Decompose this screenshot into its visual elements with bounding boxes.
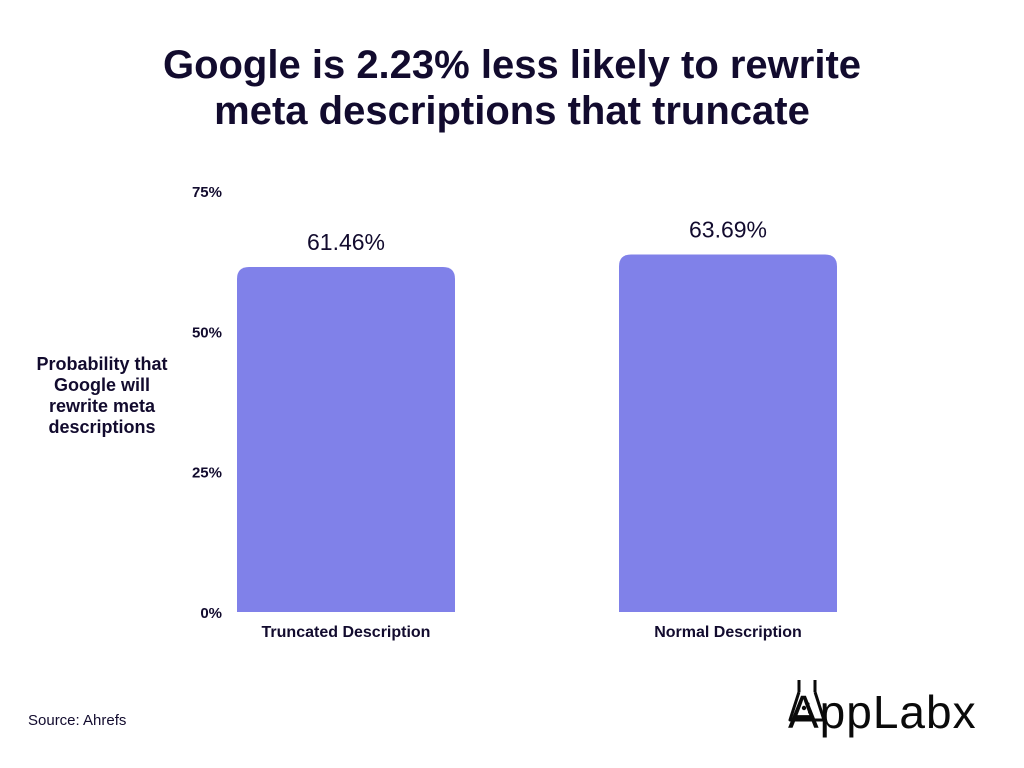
y-tick-label: 0% <box>200 605 222 622</box>
chart-title: Google is 2.23% less likely to rewrite m… <box>0 42 1024 134</box>
chart-title-line-1: Google is 2.23% less likely to rewrite <box>162 43 862 87</box>
x-tick-label: Normal Description <box>654 624 802 641</box>
bar <box>237 267 455 612</box>
y-axis-label-line-1: Probability that <box>36 354 168 374</box>
y-tick-label: 75% <box>192 184 222 201</box>
y-axis-label-line-4: descriptions <box>48 417 156 437</box>
source-note: Source: Ahrefs <box>28 712 127 729</box>
y-tick-label: 25% <box>192 465 222 482</box>
y-tick-label: 50% <box>192 324 222 341</box>
y-axis-label-line-2: Google will <box>53 375 150 395</box>
bar-value-label: 63.69% <box>689 216 767 242</box>
flask-icon <box>788 680 826 722</box>
applabx-logo: AppLabx <box>788 678 977 738</box>
y-axis-label-line-3: rewrite meta <box>48 396 156 416</box>
bar-value-label: 61.46% <box>307 229 385 255</box>
logo-text: AppLabx <box>788 686 977 738</box>
x-tick-label: Truncated Description <box>262 624 431 641</box>
bar <box>619 254 837 612</box>
chart-title-line-2: meta descriptions that truncate <box>214 89 810 133</box>
y-axis-label: Probability that Google will rewrite met… <box>12 354 192 438</box>
